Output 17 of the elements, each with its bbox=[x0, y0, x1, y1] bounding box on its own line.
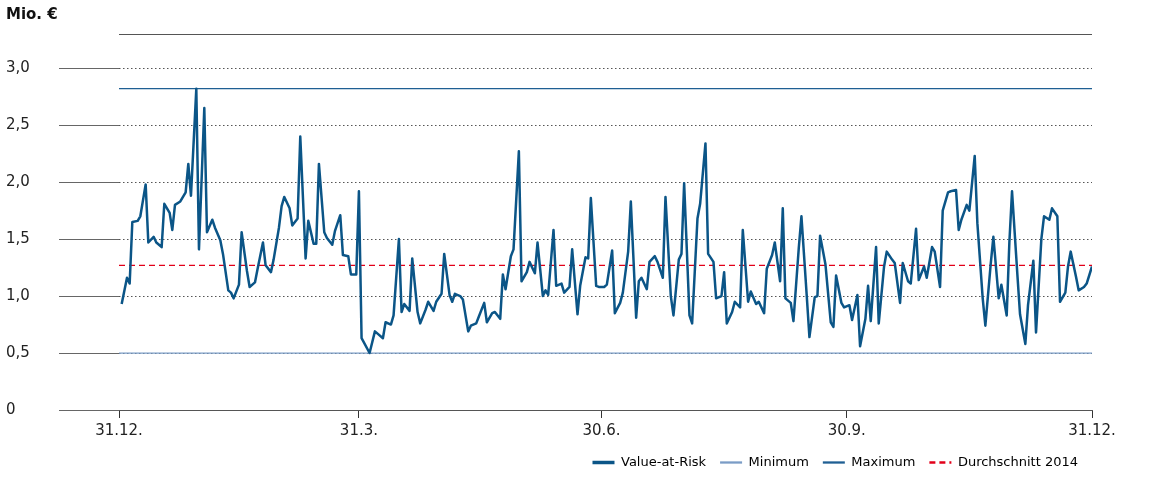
legend-label: Maximum bbox=[851, 453, 916, 469]
y-tick-label: 1,5 bbox=[6, 228, 30, 247]
y-tick-label: 0,5 bbox=[6, 342, 30, 361]
legend-label: Minimum bbox=[748, 453, 809, 469]
x-tick-label: 30.6. bbox=[582, 420, 621, 439]
legend-label: Value-at-Risk bbox=[620, 453, 707, 469]
x-tick-label: 31.12. bbox=[1068, 420, 1116, 439]
y-axis-title: Mio. € bbox=[6, 4, 58, 23]
legend-label: Durchschnitt 2014 bbox=[957, 453, 1079, 469]
x-tick-label: 31.3. bbox=[339, 420, 378, 439]
x-tick-label: 30.9. bbox=[827, 420, 866, 439]
x-tick-label: 31.12. bbox=[95, 420, 143, 439]
y-tick-label: 1,0 bbox=[6, 285, 30, 304]
y-tick-label: 2,0 bbox=[6, 172, 30, 191]
y-tick-label: 3,0 bbox=[6, 58, 30, 77]
y-tick-label: 2,5 bbox=[6, 115, 30, 134]
y-tick-label: 0 bbox=[6, 399, 16, 418]
